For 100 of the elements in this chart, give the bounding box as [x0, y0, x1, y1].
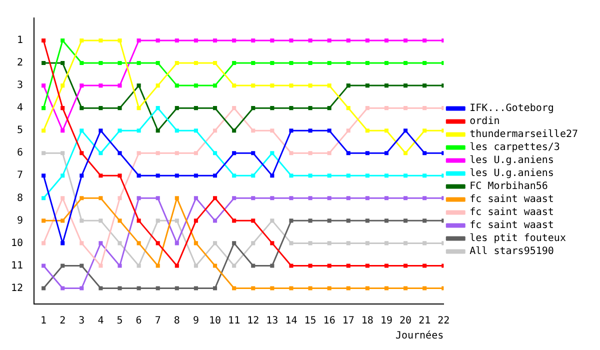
point — [80, 196, 84, 200]
point — [136, 106, 141, 110]
point — [308, 218, 312, 223]
point — [156, 38, 160, 43]
point — [98, 61, 103, 66]
legend-label: fc saint waast — [470, 207, 554, 218]
y-tick-label: 10 — [10, 238, 24, 249]
x-tick-label: 15 — [304, 316, 316, 327]
point — [156, 264, 160, 268]
point — [136, 61, 141, 66]
point — [174, 128, 179, 133]
point — [156, 196, 160, 200]
legend-label: les ptit fouteux — [470, 233, 566, 244]
point — [270, 61, 274, 66]
point — [194, 106, 198, 110]
point — [384, 151, 388, 156]
x-tick-label: 19 — [380, 316, 392, 327]
legend-label: les U.g.aniens — [470, 155, 554, 166]
x-tick-label: 11 — [228, 316, 240, 327]
point — [404, 174, 408, 178]
point — [194, 218, 198, 223]
point — [251, 286, 256, 290]
point — [98, 128, 103, 133]
point — [365, 151, 370, 156]
point — [98, 264, 103, 268]
point — [156, 241, 160, 246]
point — [422, 128, 427, 133]
point — [422, 61, 427, 66]
y-tick-label: 7 — [17, 170, 24, 182]
x-tick-label: 20 — [400, 316, 412, 327]
point — [213, 196, 218, 200]
point — [289, 174, 294, 178]
point — [156, 218, 160, 223]
point — [422, 84, 427, 88]
point — [270, 38, 274, 43]
point — [365, 241, 370, 246]
point — [346, 61, 350, 66]
point — [42, 151, 46, 156]
point — [174, 151, 179, 156]
point — [346, 84, 350, 88]
point — [156, 174, 160, 178]
point — [98, 174, 103, 178]
point — [60, 84, 65, 88]
point — [346, 174, 350, 178]
legend-label: les carpettes/3 — [470, 142, 560, 154]
point — [404, 151, 408, 156]
x-tick-label: 9 — [192, 316, 199, 327]
point — [42, 218, 46, 223]
y-tick-label: 6 — [17, 148, 24, 159]
point — [213, 241, 218, 246]
point — [251, 174, 256, 178]
point — [289, 241, 294, 246]
point — [404, 264, 408, 268]
point — [346, 106, 350, 110]
point — [213, 151, 218, 156]
legend-label: All stars95190 — [470, 246, 554, 258]
point — [384, 264, 388, 268]
legend-label: thundermarseille27 — [470, 129, 578, 140]
point — [346, 241, 350, 246]
point — [136, 218, 141, 223]
x-tick-label: 7 — [154, 316, 161, 327]
point — [60, 174, 65, 178]
point — [404, 61, 408, 66]
point — [136, 196, 141, 200]
legend-label: IFK...Goteborg — [470, 103, 554, 114]
point — [118, 61, 122, 66]
point — [194, 264, 198, 268]
point — [194, 128, 198, 133]
point — [98, 84, 103, 88]
point — [60, 151, 65, 156]
point — [346, 151, 350, 156]
point — [384, 218, 388, 223]
point — [174, 196, 179, 200]
point — [346, 196, 350, 200]
point — [384, 174, 388, 178]
point — [270, 218, 274, 223]
point — [384, 84, 388, 88]
point — [60, 241, 65, 246]
point — [98, 151, 103, 156]
point — [42, 106, 46, 110]
point — [270, 151, 274, 156]
point — [60, 264, 65, 268]
point — [118, 128, 122, 133]
point — [270, 286, 274, 290]
point — [308, 61, 312, 66]
point — [136, 241, 141, 246]
point — [118, 106, 122, 110]
x-tick-label: 16 — [323, 316, 336, 327]
point — [251, 38, 256, 43]
point — [327, 38, 332, 43]
point — [289, 218, 294, 223]
point — [136, 84, 141, 88]
x-tick-label: 21 — [418, 316, 431, 327]
x-tick-label: 10 — [209, 316, 222, 327]
point — [136, 264, 141, 268]
point — [80, 241, 84, 246]
y-tick-label: 1 — [17, 35, 24, 46]
x-tick-label: 14 — [285, 316, 298, 327]
point — [174, 286, 179, 290]
point — [289, 128, 294, 133]
